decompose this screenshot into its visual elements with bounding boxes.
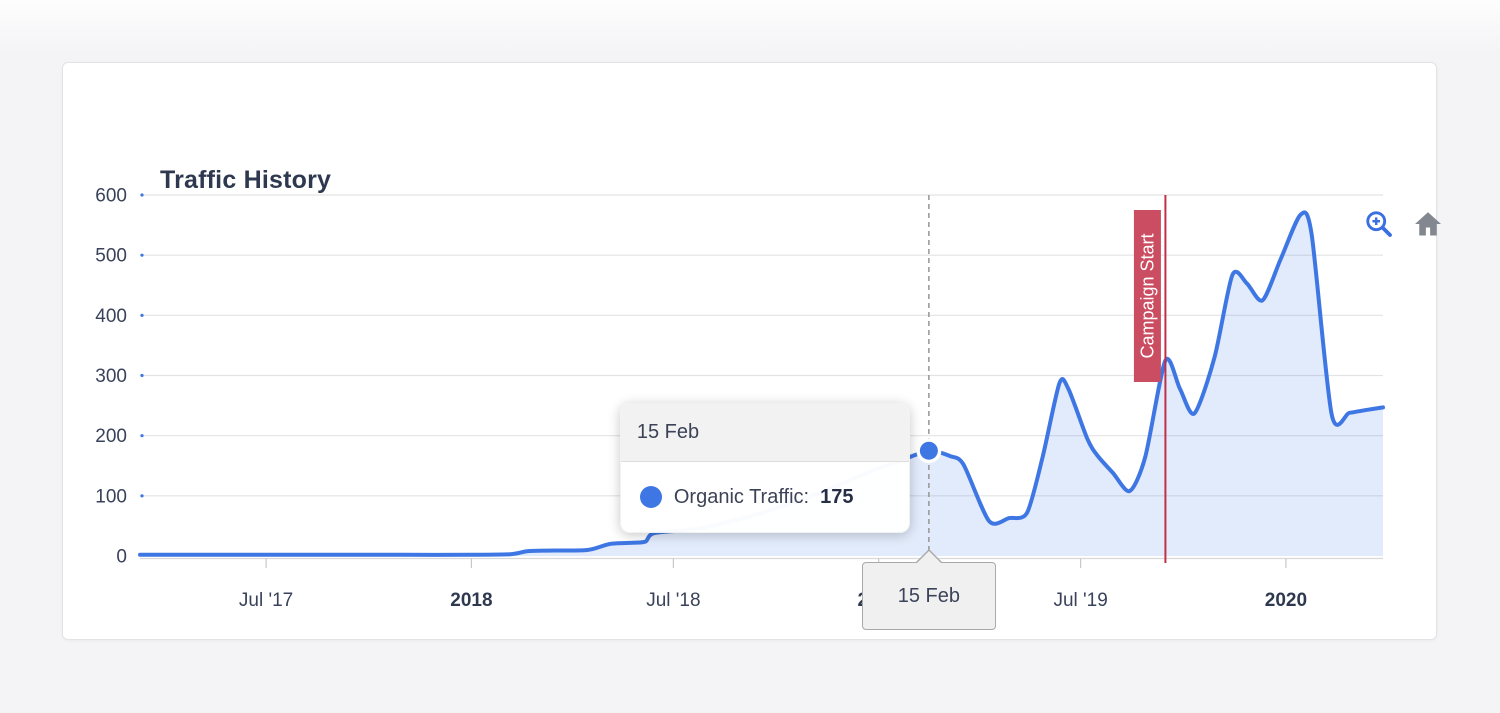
tooltip-body: Organic Traffic: 175 xyxy=(621,462,909,532)
y-tick-dot xyxy=(140,373,144,378)
zoom-in-icon xyxy=(1364,209,1394,242)
home-icon xyxy=(1413,209,1443,242)
y-tick-dot xyxy=(140,193,144,197)
tooltip-value: 175 xyxy=(820,485,854,508)
y-axis-label: 400 xyxy=(95,306,127,327)
traffic-area-fill xyxy=(140,212,1383,556)
tooltip-series-label: Organic Traffic: xyxy=(673,485,810,508)
series-dot-icon xyxy=(639,486,662,508)
chart-toolbar xyxy=(1363,209,1444,241)
y-axis-label: 0 xyxy=(116,547,127,568)
chart-tooltip: 15 Feb Organic Traffic: 175 xyxy=(619,403,910,533)
y-tick-dot xyxy=(140,434,144,438)
tooltip-date: 15 Feb xyxy=(620,404,909,462)
campaign-start-label: Campaign Start xyxy=(1137,233,1157,358)
axis-hover-tooltip: 15 Feb xyxy=(861,549,996,630)
y-axis-label: 300 xyxy=(95,366,127,387)
y-axis-label: 600 xyxy=(95,186,127,207)
axis-tooltip-date: 15 Feb xyxy=(897,584,960,607)
zoom-in-button[interactable] xyxy=(1363,209,1395,241)
x-axis-label: 2020 xyxy=(1265,590,1307,611)
home-reset-button[interactable] xyxy=(1412,209,1444,241)
traffic-history-card: Traffic History xyxy=(62,62,1441,640)
x-axis-label: Jul '17 xyxy=(239,590,293,611)
y-tick-dot xyxy=(140,253,144,257)
x-axis-label: Jul '18 xyxy=(646,590,700,611)
y-tick-dot xyxy=(140,494,144,498)
campaign-start-label-bg xyxy=(1133,210,1161,382)
chart-title: Traffic History xyxy=(160,166,332,194)
y-tick-dot xyxy=(140,313,144,317)
organic-traffic-line xyxy=(138,210,1385,557)
y-axis-label: 100 xyxy=(95,486,127,507)
hover-data-point[interactable] xyxy=(919,441,938,460)
y-axis-label: 500 xyxy=(95,246,127,267)
y-axis-label: 200 xyxy=(95,426,127,447)
x-axis-label: Jul '19 xyxy=(1053,590,1107,611)
x-axis-label: 2018 xyxy=(450,590,492,611)
